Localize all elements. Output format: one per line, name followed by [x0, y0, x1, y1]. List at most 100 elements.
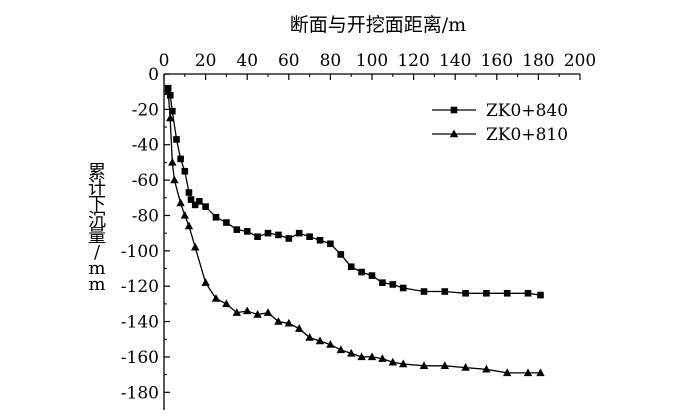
data-point	[254, 233, 261, 240]
data-point	[315, 336, 325, 345]
x-tick-label: 180	[522, 51, 554, 71]
x-tick-label: 40	[236, 51, 258, 71]
data-point	[379, 279, 386, 286]
data-point	[185, 189, 193, 196]
y-tick-label: -160	[121, 348, 159, 368]
x-tick-label: 80	[320, 51, 342, 71]
data-point	[202, 203, 209, 210]
series-1	[164, 84, 544, 299]
y-axis-label-char: 计	[88, 178, 106, 199]
data-point	[461, 363, 470, 371]
data-point	[357, 352, 366, 361]
data-point	[367, 352, 377, 361]
y-tick-label: -140	[121, 313, 159, 333]
data-point	[168, 157, 177, 166]
data-point	[285, 235, 293, 242]
series-line	[167, 91, 541, 374]
data-point	[223, 219, 230, 226]
data-point	[169, 107, 176, 115]
data-point	[336, 345, 345, 354]
y-axis-label-char: /	[94, 242, 101, 263]
x-axis-label: 断面与开挖面距离/m	[290, 14, 466, 36]
x-tick-label: 20	[195, 51, 217, 71]
x-tick-label: 100	[356, 51, 388, 71]
data-point	[295, 229, 303, 237]
data-point	[483, 289, 490, 297]
data-point	[441, 288, 449, 295]
series-layer	[163, 84, 545, 377]
data-point	[537, 291, 544, 299]
data-point	[503, 368, 512, 377]
y-tick-label: -180	[121, 383, 159, 403]
data-point	[389, 281, 397, 288]
data-point	[388, 357, 397, 366]
data-point	[295, 324, 304, 332]
data-point	[184, 221, 194, 230]
y-axis-label-char: 累	[88, 162, 106, 183]
data-point	[222, 299, 231, 308]
y-tick-label: -40	[132, 136, 159, 156]
data-point	[233, 226, 241, 233]
data-point	[399, 359, 408, 368]
data-point	[170, 175, 179, 184]
data-point	[211, 294, 221, 302]
data-point	[399, 284, 407, 292]
legend-label: ZK0+810	[486, 125, 568, 145]
data-point	[284, 318, 293, 327]
data-point	[191, 201, 199, 209]
data-point	[176, 198, 185, 207]
data-point	[347, 263, 355, 271]
data-point	[536, 368, 545, 377]
legend-marker	[450, 106, 458, 114]
data-point	[523, 368, 533, 377]
y-tick-label: -20	[132, 100, 159, 120]
x-tick-label: 200	[564, 51, 596, 71]
x-tick-label: 120	[397, 51, 429, 71]
data-point	[173, 136, 180, 143]
x-tick-label: 60	[278, 51, 300, 71]
data-point	[316, 236, 324, 244]
data-point	[326, 340, 335, 348]
data-point	[368, 272, 376, 279]
data-point	[524, 289, 532, 297]
y-axis-label-char: 下	[88, 194, 106, 215]
data-point	[420, 288, 428, 295]
y-tick-label: -80	[132, 206, 159, 226]
data-point	[306, 233, 313, 240]
data-point	[177, 155, 184, 163]
data-point	[347, 348, 356, 357]
legend: ZK0+840 ZK0+810	[432, 101, 568, 145]
y-tick-label: -100	[121, 242, 159, 262]
data-point	[253, 310, 262, 318]
data-point	[191, 242, 200, 251]
data-point	[358, 268, 365, 276]
data-point	[305, 332, 314, 341]
x-ticks: 0 20 40 60 80 100 120 140 160 180 200	[159, 51, 596, 80]
legend-marker	[449, 129, 459, 138]
data-point	[503, 289, 511, 297]
y-axis-label-char: 沉	[88, 210, 106, 231]
data-point	[166, 113, 175, 122]
y-axis-label-group: 累计下沉量/m m	[88, 162, 106, 295]
y-axis-label-char: 量	[88, 226, 106, 247]
data-point	[232, 308, 241, 316]
y-ticks: 0 -20 -40 -60 -80 -100 -120 -140 -160 -180	[121, 65, 170, 403]
data-point	[275, 231, 282, 239]
data-point	[327, 240, 334, 248]
data-point	[263, 308, 273, 316]
data-point	[163, 87, 173, 95]
data-point	[166, 91, 174, 99]
data-point	[243, 228, 251, 235]
data-point	[274, 317, 283, 325]
data-point	[462, 289, 469, 297]
series-2	[163, 87, 545, 377]
data-point	[264, 229, 272, 237]
y-tick-label: -120	[121, 277, 159, 297]
data-point	[419, 361, 429, 369]
data-point	[196, 198, 203, 205]
y-tick-label: -60	[132, 171, 159, 191]
data-point	[181, 167, 189, 175]
data-point	[201, 278, 210, 286]
data-point	[187, 196, 195, 203]
